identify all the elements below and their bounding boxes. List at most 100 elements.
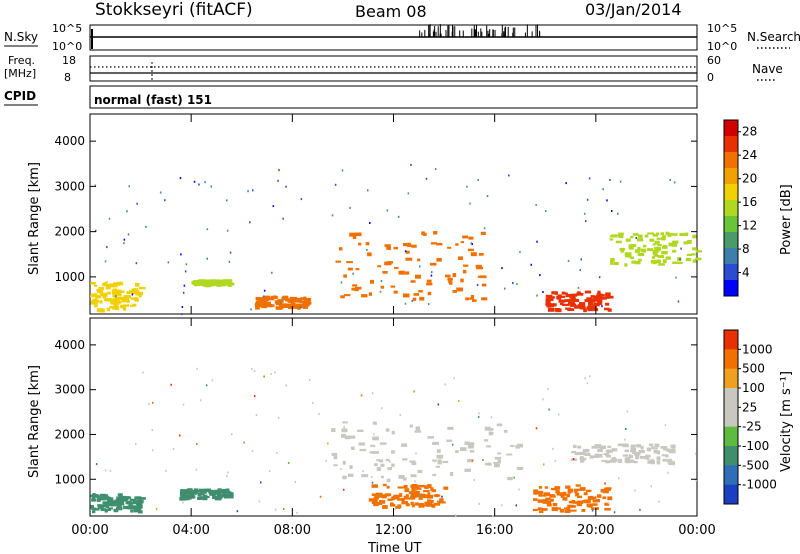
data-cell <box>194 491 198 494</box>
noise-cell <box>340 281 343 284</box>
data-cell <box>494 463 500 468</box>
data-cell <box>607 445 612 448</box>
data-cell <box>507 476 513 481</box>
noise-cell <box>165 469 167 472</box>
data-cell <box>427 291 432 296</box>
data-cell <box>593 303 597 306</box>
data-cell <box>340 295 345 299</box>
noise-cell <box>455 514 457 517</box>
data-cell <box>635 260 641 265</box>
data-cell <box>452 290 457 293</box>
data-cell <box>671 243 678 247</box>
noise-cell <box>471 243 473 246</box>
data-cell <box>304 300 309 303</box>
data-cell <box>113 301 120 305</box>
data-cell <box>344 294 351 297</box>
data-cell <box>374 463 378 467</box>
data-cell <box>437 460 442 465</box>
data-cell <box>97 504 102 507</box>
noise-cell <box>276 452 278 454</box>
noise-cell <box>325 460 327 463</box>
noise-cell <box>639 508 641 511</box>
data-cell <box>671 233 678 236</box>
noise-cell <box>277 179 279 182</box>
data-cell <box>610 258 615 262</box>
data-cell <box>339 247 343 251</box>
data-cell <box>227 494 234 499</box>
data-cell <box>120 304 126 309</box>
data-cell <box>554 291 558 295</box>
data-cell <box>574 452 582 456</box>
colorbar-tick-label: 20 <box>742 172 757 186</box>
colorbar-segment <box>724 184 738 201</box>
data-cell <box>397 498 404 501</box>
data-cell <box>116 507 123 511</box>
data-cell <box>421 493 426 496</box>
data-cell <box>630 449 637 453</box>
data-cell <box>660 446 667 449</box>
freq-tick-bottom: 8 <box>64 71 71 84</box>
data-cell <box>91 293 98 297</box>
noise-cell <box>279 301 282 304</box>
data-cell <box>587 307 594 311</box>
noise-cell <box>508 174 510 177</box>
colorbar-tick-label: -25 <box>742 420 762 434</box>
data-cell <box>411 488 415 492</box>
data-cell <box>92 510 96 514</box>
data-cell <box>574 488 581 492</box>
noise-cell <box>251 449 254 452</box>
noise-cell <box>278 169 280 172</box>
colorbar-tick-label: 500 <box>742 362 765 376</box>
data-cell <box>672 261 680 264</box>
data-cell <box>373 496 379 500</box>
data-cell <box>538 493 543 497</box>
xtick-label: 16:00 <box>476 523 513 538</box>
colorbar-segment <box>724 280 738 297</box>
data-cell <box>216 494 224 498</box>
data-cell <box>411 462 417 465</box>
data-cell <box>462 269 467 274</box>
noise-cell <box>294 481 296 483</box>
data-cell <box>116 496 121 501</box>
noise-cell <box>413 390 415 393</box>
data-cell <box>566 299 574 302</box>
data-cell <box>656 456 661 461</box>
data-cell <box>104 509 108 513</box>
data-cell <box>615 240 622 244</box>
noise-cell <box>155 508 158 511</box>
data-cell <box>423 232 427 236</box>
data-cell <box>414 491 419 494</box>
noise-cell <box>250 308 252 311</box>
data-cell <box>342 460 346 465</box>
data-cell <box>583 308 587 313</box>
data-cell <box>462 235 469 239</box>
data-cell <box>122 297 129 300</box>
data-cell <box>589 455 594 459</box>
data-cell <box>138 505 143 509</box>
noise-cell <box>598 276 601 279</box>
data-cell <box>625 254 632 258</box>
data-cell <box>607 496 613 501</box>
data-cell <box>376 467 381 471</box>
data-cell <box>382 271 388 274</box>
data-cell <box>91 495 96 499</box>
data-cell <box>385 428 390 432</box>
data-cell <box>583 453 590 456</box>
data-cell <box>361 294 368 298</box>
data-cell <box>123 505 129 510</box>
data-cell <box>661 236 666 241</box>
data-cell <box>390 503 396 507</box>
data-cell <box>393 494 400 499</box>
data-cell <box>561 292 568 295</box>
noise-cell <box>586 382 589 385</box>
freq-tick-top: 18 <box>62 54 76 67</box>
noise-cell <box>131 293 134 296</box>
data-cell <box>331 452 338 456</box>
data-cell <box>375 492 383 496</box>
data-cell <box>129 289 134 294</box>
data-cell <box>637 238 644 242</box>
noise-cell <box>579 269 581 272</box>
date-label: 03/Jan/2014 <box>585 0 682 19</box>
noise-cell <box>486 195 489 198</box>
